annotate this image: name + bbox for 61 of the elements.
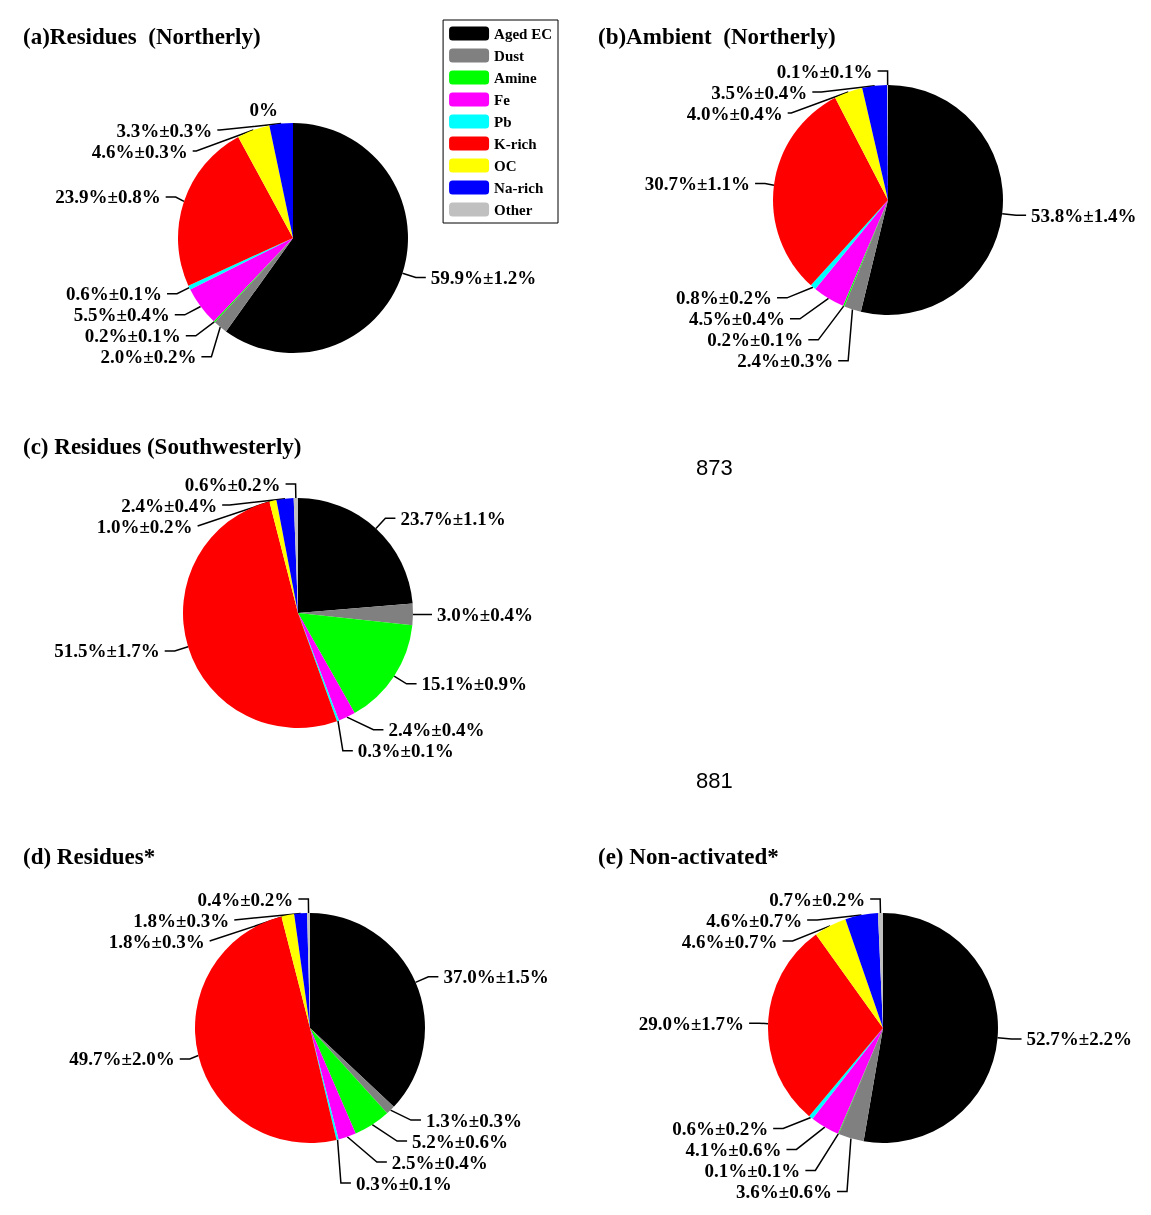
legend-label: K-rich [494,135,538,152]
data-label: 1.0%±0.2% [96,515,193,537]
legend-label: Dust [494,47,525,64]
chart-title: (c) Residues (Southwesterly) [23,434,302,459]
data-label: 2.0%±0.2% [100,346,197,368]
data-label: 29.0%±1.7% [638,1012,745,1034]
data-label: 49.7%±2.0% [69,1048,175,1070]
data-label: 23.9%±0.8% [55,186,161,208]
data-label: 0.6%±0.2% [184,473,281,495]
legend-label: Amine [494,69,537,86]
data-label: 2.5%±0.4% [391,1151,488,1173]
data-label: 3.6%±0.6% [736,1180,833,1202]
text: 881 [696,767,733,793]
data-label: 37.0%±1.5% [443,966,549,988]
data-label: 52.7%±2.2% [1026,1028,1132,1050]
data-label: 1.3%±0.3% [425,1109,522,1131]
data-label: 59.9%±1.2% [430,266,537,288]
data-label: 2.4%±0.3% [737,350,834,372]
data-label: 1.8%±0.3% [108,930,205,952]
data-label: 0.1%±0.1% [776,60,873,82]
legend-label: Aged EC [494,25,552,42]
data-label: 15.1%±0.9% [421,673,527,695]
chart-title: (b)Ambient (Northerly) [598,24,836,49]
data-label: 4.6%±0.3% [91,140,188,162]
data-label: 3.3%±0.3% [116,119,213,141]
legend-label: Other [494,201,533,218]
data-label: 0.4%±0.2% [197,888,294,910]
data-label: 0.1%±0.1% [704,1159,801,1181]
data-label: 4.1%±0.6% [685,1138,782,1160]
data-label: 51.5%±1.7% [54,640,160,662]
chart-title: (e) Non-activated* [598,844,779,869]
legend-label: Pb [494,113,512,130]
chart-title: (d) Residues* [23,844,156,869]
legend-label: OC [494,157,517,174]
data-label: 2.4%±0.4% [388,719,485,741]
data-label: 0.2%±0.1% [84,325,181,347]
data-label: 5.2%±0.6% [412,1130,509,1152]
text: 873 [696,454,733,480]
data-label: 0.8%±0.2% [676,287,773,309]
data-label: 5.5%±0.4% [73,304,170,326]
chart-title: (a)Residues (Northerly) [23,24,261,49]
data-label: 3.5%±0.4% [711,81,808,103]
data-label: 23.7%±1.1% [400,507,506,529]
legend-label: Na-rich [494,179,544,196]
data-label: 4.6%±0.7% [706,909,803,931]
data-label: 0.3%±0.1% [357,740,454,762]
data-label: 4.6%±0.7% [681,930,778,952]
data-label: 0.2%±0.1% [707,329,804,351]
text: 0% [249,98,278,120]
data-label: 3.0%±0.4% [436,604,533,626]
legend-label: Fe [494,91,511,108]
data-label: 2.4%±0.4% [121,494,218,516]
data-label: 1.8%±0.3% [133,909,230,931]
data-label: 0.6%±0.2% [672,1117,769,1139]
data-label: 0.3%±0.1% [355,1172,452,1194]
data-label: 53.8%±1.4% [1031,204,1137,226]
data-label: 0.6%±0.1% [66,283,163,305]
data-label: 4.0%±0.4% [686,102,783,124]
data-label: 4.5%±0.4% [689,308,785,330]
data-label: 30.7%±1.1% [644,172,751,194]
data-label: 0.7%±0.2% [769,888,866,910]
